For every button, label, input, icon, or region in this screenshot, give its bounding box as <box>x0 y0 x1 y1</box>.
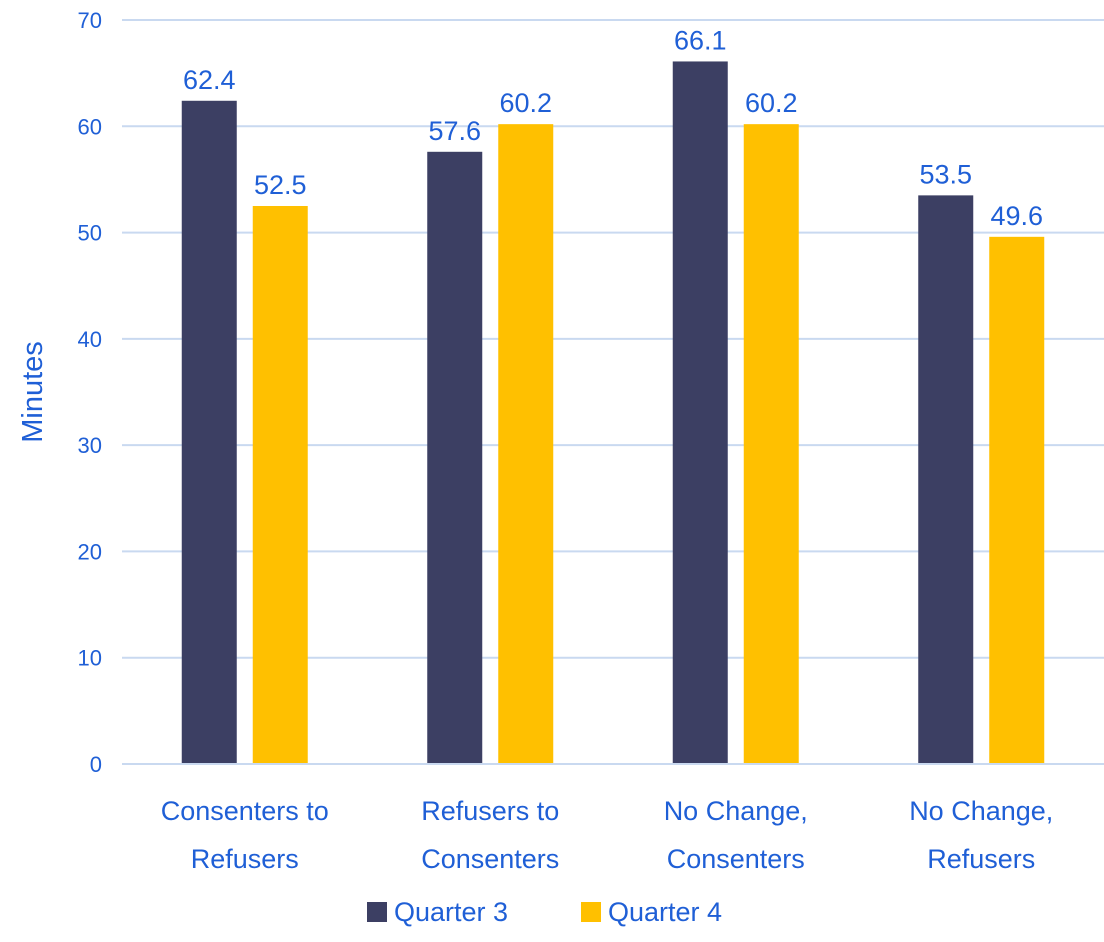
bar-quarter-3 <box>181 100 237 764</box>
data-label: 52.5 <box>254 170 307 200</box>
x-category-label: No Change, <box>909 796 1053 826</box>
bar-quarter-3 <box>672 61 728 765</box>
legend-label: Quarter 3 <box>394 897 508 927</box>
x-category-label: Consenters <box>667 844 805 874</box>
x-category-label: Consenters to <box>161 796 329 826</box>
x-category-label: Refusers <box>191 844 299 874</box>
data-label: 53.5 <box>919 159 972 189</box>
data-label: 57.6 <box>428 116 481 146</box>
y-tick-label: 30 <box>78 433 102 458</box>
data-label: 60.2 <box>499 88 552 118</box>
x-axis-category-labels: Consenters to Refusers Refusers to Consente… <box>161 796 1054 874</box>
y-tick-label: 0 <box>90 752 102 777</box>
y-axis-tick-labels: 0 10 20 30 40 50 60 70 <box>78 8 102 777</box>
y-tick-label: 70 <box>78 8 102 33</box>
y-tick-label: 10 <box>78 646 102 671</box>
legend: Quarter 3 Quarter 4 <box>367 897 722 927</box>
x-category-label: Refusers to <box>421 796 559 826</box>
legend-label: Quarter 4 <box>608 897 722 927</box>
data-labels: 62.4 52.5 57.6 60.2 66.1 60.2 53.5 49.6 <box>183 25 1043 230</box>
bar-quarter-3 <box>427 151 483 764</box>
bar-quarter-4 <box>498 124 554 764</box>
bar-quarter-4 <box>252 206 308 764</box>
bars <box>181 61 1045 765</box>
legend-swatch <box>581 902 601 922</box>
legend-swatch <box>367 902 387 922</box>
y-tick-label: 40 <box>78 327 102 352</box>
bar-quarter-4 <box>743 124 799 764</box>
y-tick-label: 60 <box>78 114 102 139</box>
data-label: 62.4 <box>183 65 236 95</box>
x-category-label: Refusers <box>927 844 1035 874</box>
bar-quarter-4 <box>989 236 1045 764</box>
bar-quarter-3 <box>918 195 974 764</box>
y-axis-title: Minutes <box>17 341 49 443</box>
data-label: 66.1 <box>674 25 727 55</box>
data-label: 49.6 <box>990 201 1043 231</box>
y-tick-label: 50 <box>78 221 102 246</box>
y-tick-label: 20 <box>78 539 102 564</box>
x-category-label: No Change, <box>664 796 808 826</box>
data-label: 60.2 <box>745 88 798 118</box>
x-category-label: Consenters <box>421 844 559 874</box>
